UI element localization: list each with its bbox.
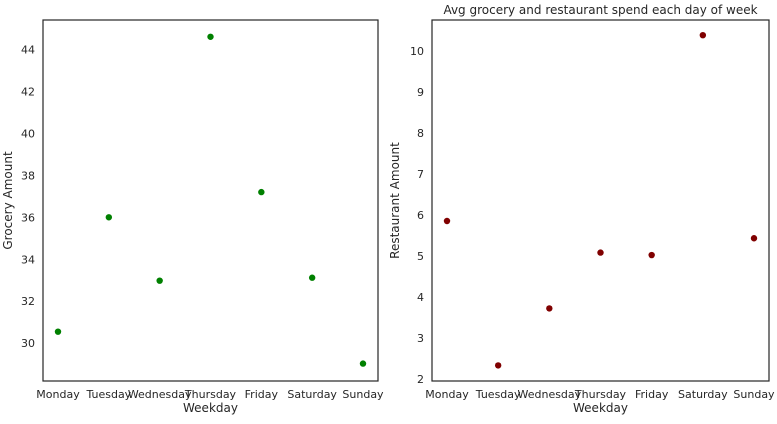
grocery-y-tick-label: 34 xyxy=(21,253,35,266)
grocery-data-point xyxy=(105,214,113,221)
grocery-y-tick-label: 32 xyxy=(21,295,35,308)
restaurant-plot-frame xyxy=(431,19,770,382)
restaurant-y-axis-label: Restaurant Amount xyxy=(388,142,402,259)
restaurant-x-tick-label: Monday xyxy=(425,388,469,401)
grocery-x-tick-label: Saturday xyxy=(287,388,337,401)
restaurant-data-point xyxy=(597,249,604,256)
restaurant-data-point xyxy=(546,305,553,312)
restaurant-chart-title: Avg grocery and restaurant spend each da… xyxy=(443,3,757,17)
restaurant-y-tick-label: 10 xyxy=(410,45,424,58)
restaurant-y-tick-label: 8 xyxy=(417,127,424,140)
grocery-y-axis-label: Grocery Amount xyxy=(1,151,15,250)
restaurant-x-tick-label: Wednesday xyxy=(517,388,581,401)
restaurant-panel: 2 3 4 5 6 7 8 9 10 Monday TuesdayWednesdayThursday… xyxy=(388,3,775,415)
restaurant-data-point xyxy=(699,31,707,39)
restaurant-data-point xyxy=(750,235,758,242)
grocery-x-tick-label: Monday xyxy=(36,388,80,401)
restaurant-data-point xyxy=(443,217,451,225)
restaurant-x-tick-label: Thursday xyxy=(574,388,627,401)
grocery-data-point xyxy=(258,188,265,196)
grocery-y-tick-label: 40 xyxy=(21,127,35,140)
grocery-x-tick-label: Friday xyxy=(245,388,279,401)
restaurant-y-tick-label: 6 xyxy=(417,209,424,222)
restaurant-y-tick-label: 9 xyxy=(417,86,424,99)
restaurant-y-tick-label: 5 xyxy=(417,250,424,263)
grocery-data-point xyxy=(54,328,62,335)
restaurant-x-axis-label: Weekday xyxy=(573,401,628,415)
restaurant-y-tick-label: 7 xyxy=(417,168,424,181)
grocery-x-tick-label: Tuesday xyxy=(85,388,131,401)
grocery-data-point xyxy=(156,277,163,284)
restaurant-x-tick-label: Friday xyxy=(635,388,669,401)
restaurant-data-point xyxy=(494,362,502,369)
grocery-x-tick-label: Sunday xyxy=(342,388,384,401)
restaurant-data-point xyxy=(648,251,655,259)
grocery-x-tick-label: Thursday xyxy=(184,388,237,401)
grocery-x-axis-label: Weekday xyxy=(183,401,238,415)
grocery-data-point xyxy=(308,274,316,281)
grocery-y-tick-label: 42 xyxy=(21,85,35,98)
grocery-plot-frame xyxy=(42,19,379,382)
restaurant-y-tick-label: 4 xyxy=(417,291,424,304)
grocery-y-tick-label: 30 xyxy=(21,337,35,350)
restaurant-y-tick-label: 3 xyxy=(417,332,424,345)
grocery-data-point xyxy=(207,33,214,40)
grocery-data-point xyxy=(359,360,367,367)
restaurant-x-tick-label: Tuesday xyxy=(475,388,521,401)
grocery-x-tick-label: Wednesday xyxy=(128,388,192,401)
grocery-y-tick-label: 38 xyxy=(21,169,35,182)
grocery-y-tick-label: 36 xyxy=(21,211,35,224)
restaurant-y-tick-label: 2 xyxy=(417,373,424,386)
grocery-y-tick-label: 44 xyxy=(21,43,35,56)
grocery-panel: 30 32 34 36 38 40 42 44 Monday TuesdayWednesdayTh… xyxy=(1,19,384,415)
restaurant-x-tick-label: Sunday xyxy=(733,388,775,401)
restaurant-x-tick-label: Saturday xyxy=(678,388,728,401)
